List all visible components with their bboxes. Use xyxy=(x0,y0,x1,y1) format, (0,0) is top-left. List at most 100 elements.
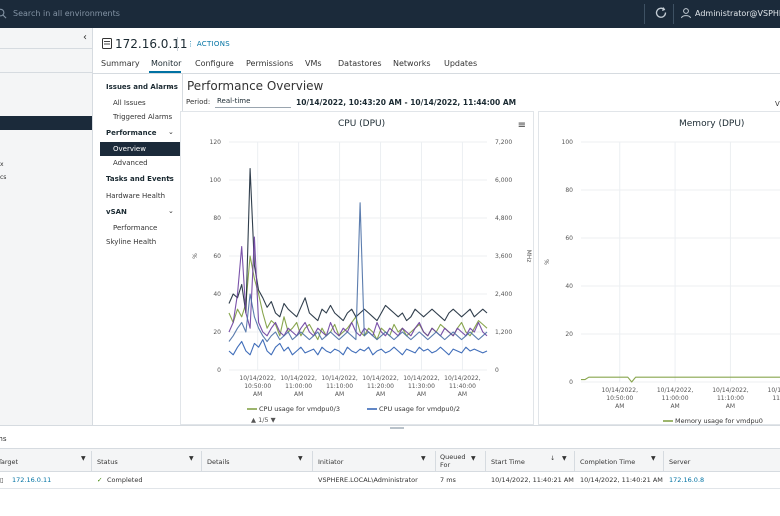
user-icon[interactable] xyxy=(680,7,692,19)
divider xyxy=(435,451,436,471)
task-completion-time: 10/14/2022, 11:40:21 AM xyxy=(580,476,663,484)
active-tab-indicator xyxy=(149,71,181,73)
actions-button[interactable]: ⋮ ACTIONS xyxy=(187,40,231,48)
y-tick-label: 20 xyxy=(565,331,573,338)
subnav-all-issues[interactable]: All Issues xyxy=(113,99,146,107)
tab-permissions[interactable]: Permissions xyxy=(246,59,294,68)
x-tick-label: AM xyxy=(253,391,262,398)
column-header[interactable]: Status xyxy=(97,458,118,466)
y2-tick-label: 4,800 xyxy=(495,215,512,222)
x-tick-label: AM xyxy=(670,403,679,410)
task-status: Completed xyxy=(107,476,143,484)
chevron-right-icon[interactable]: › xyxy=(168,174,171,182)
tab-networks[interactable]: Networks xyxy=(393,59,431,68)
subnav-tasks-and-events[interactable]: Tasks and Events xyxy=(106,175,174,183)
y2-axis-label: MHz xyxy=(525,250,532,263)
x-tick-label: 11:40:00 xyxy=(449,383,476,390)
x-tick-label: 10/14/2022, xyxy=(280,375,317,382)
column-header[interactable]: Queued For xyxy=(440,453,466,469)
tab-summary[interactable]: Summary xyxy=(101,59,140,68)
tab-updates[interactable]: Updates xyxy=(444,59,478,68)
x-tick-label: 11:20:00 xyxy=(772,395,780,402)
subnav-vsan-performance[interactable]: Performance xyxy=(113,224,158,232)
tab-vms[interactable]: VMs xyxy=(305,59,322,68)
tree-item-selected[interactable] xyxy=(0,116,92,130)
filter-icon[interactable]: ▼ xyxy=(421,455,426,462)
x-tick-label: 10:50:00 xyxy=(244,383,271,390)
column-header[interactable]: Details xyxy=(207,458,230,466)
filter-icon[interactable]: ▼ xyxy=(471,455,476,462)
series-line-1 xyxy=(228,339,488,356)
legend-pager: ▲ 1/5 ▼ xyxy=(251,416,276,424)
chevron-down-icon[interactable]: ⌄ xyxy=(168,207,174,215)
y-tick-label: 0 xyxy=(217,367,221,374)
search-icon[interactable] xyxy=(0,8,7,19)
subnav-issues-and-alarms[interactable]: Issues and Alarms xyxy=(106,83,178,91)
x-tick-label: 10/14/2022, xyxy=(403,375,440,382)
filter-icon[interactable]: ▼ xyxy=(81,455,86,462)
divider xyxy=(312,451,313,471)
filter-icon[interactable]: ▼ xyxy=(651,455,656,462)
cpu-chart-card: CPU (DPU) ≡ 0 20 40 60 80 100 120 0 1,200 2,400 3,… xyxy=(180,111,534,425)
search-input[interactable]: Search in all environments xyxy=(13,9,120,18)
chevron-down-icon[interactable]: ⌄ xyxy=(168,82,174,90)
task-start-time: 10/14/2022, 11:40:21 AM xyxy=(491,476,574,484)
menu-icon[interactable]: ≡ xyxy=(517,120,526,131)
subnav-advanced[interactable]: Advanced xyxy=(113,159,148,167)
x-tick-label: 11:10:00 xyxy=(326,383,353,390)
subnav-triggered-alarms[interactable]: Triggered Alarms xyxy=(113,113,173,121)
monitor-subnav: Issues and Alarms ⌄ All Issues Triggered… xyxy=(93,74,183,425)
y-tick-label: 60 xyxy=(565,235,573,242)
sort-desc-icon[interactable]: ↓ xyxy=(550,455,556,462)
x-tick-label: 11:00:00 xyxy=(285,383,312,390)
y-tick-label: 40 xyxy=(213,291,221,298)
y2-tick-label: 6,000 xyxy=(495,177,512,184)
column-header[interactable]: Start Time xyxy=(491,458,525,466)
tab-monitor[interactable]: Monitor xyxy=(151,59,182,68)
y2-tick-label: 3,600 xyxy=(495,253,512,260)
tab-configure[interactable]: Configure xyxy=(195,59,234,68)
resize-handle[interactable] xyxy=(390,427,404,429)
column-header[interactable]: Target xyxy=(0,458,19,466)
filter-icon[interactable]: ▼ xyxy=(298,455,303,462)
tab-datastores[interactable]: Datastores xyxy=(338,59,382,68)
chevron-down-icon[interactable]: ⌄ xyxy=(168,128,174,136)
divider xyxy=(574,451,575,471)
x-tick-label: AM xyxy=(458,391,467,398)
column-header[interactable]: Completion Time xyxy=(580,458,636,466)
x-tick-label: 11:00:00 xyxy=(662,395,689,402)
divider xyxy=(91,451,92,471)
divider xyxy=(485,451,486,471)
period-select[interactable]: Real-time xyxy=(215,96,291,108)
recent-tasks-panel: ms Target ▼ Status ▼ Details ▼ Initiator… xyxy=(0,425,780,516)
divider xyxy=(93,73,780,74)
filter-icon[interactable]: ▼ xyxy=(562,455,567,462)
task-target-link[interactable]: 172.16.0.11 xyxy=(12,476,52,484)
view-select[interactable]: V xyxy=(775,100,780,108)
filter-icon[interactable]: ▼ xyxy=(189,455,194,462)
tree-item[interactable]: cs xyxy=(0,174,7,181)
memory-chart-card: Memory (DPU) 0 20 40 60 80 100% 10/14/2022, 10:… xyxy=(538,111,780,425)
y-tick-label: 100 xyxy=(562,139,574,146)
y2-tick-label: 0 xyxy=(495,367,499,374)
y-tick-label: 80 xyxy=(565,187,573,194)
object-header: 172.16.0.11 ⋮ ACTIONS Summary Monitor Co… xyxy=(93,28,780,74)
subnav-vsan[interactable]: vSAN xyxy=(106,208,127,216)
subnav-overview[interactable]: Overview xyxy=(113,145,146,153)
legend-label: CPU usage for vmdpu0/2 xyxy=(379,405,460,413)
user-menu[interactable]: Administrator@VSPHERE xyxy=(695,9,780,18)
column-header[interactable]: Initiator xyxy=(318,458,344,466)
y2-tick-label: 1,200 xyxy=(495,329,512,336)
collapse-icon[interactable]: ‹ xyxy=(83,32,87,43)
x-tick-label: 10/14/2022, xyxy=(712,387,749,394)
series-line-0 xyxy=(228,255,488,341)
subnav-skyline-health[interactable]: Skyline Health xyxy=(106,238,157,246)
column-header[interactable]: Server xyxy=(669,458,691,466)
refresh-icon[interactable] xyxy=(654,6,668,20)
x-tick-label: AM xyxy=(417,391,426,398)
subnav-hardware-health[interactable]: Hardware Health xyxy=(106,192,166,200)
task-server-link[interactable]: 172.16.0.8 xyxy=(669,476,705,484)
subnav-performance[interactable]: Performance xyxy=(106,129,157,137)
x-tick-label: 10/14/2022, xyxy=(657,387,694,394)
tree-item[interactable]: x xyxy=(0,161,4,168)
